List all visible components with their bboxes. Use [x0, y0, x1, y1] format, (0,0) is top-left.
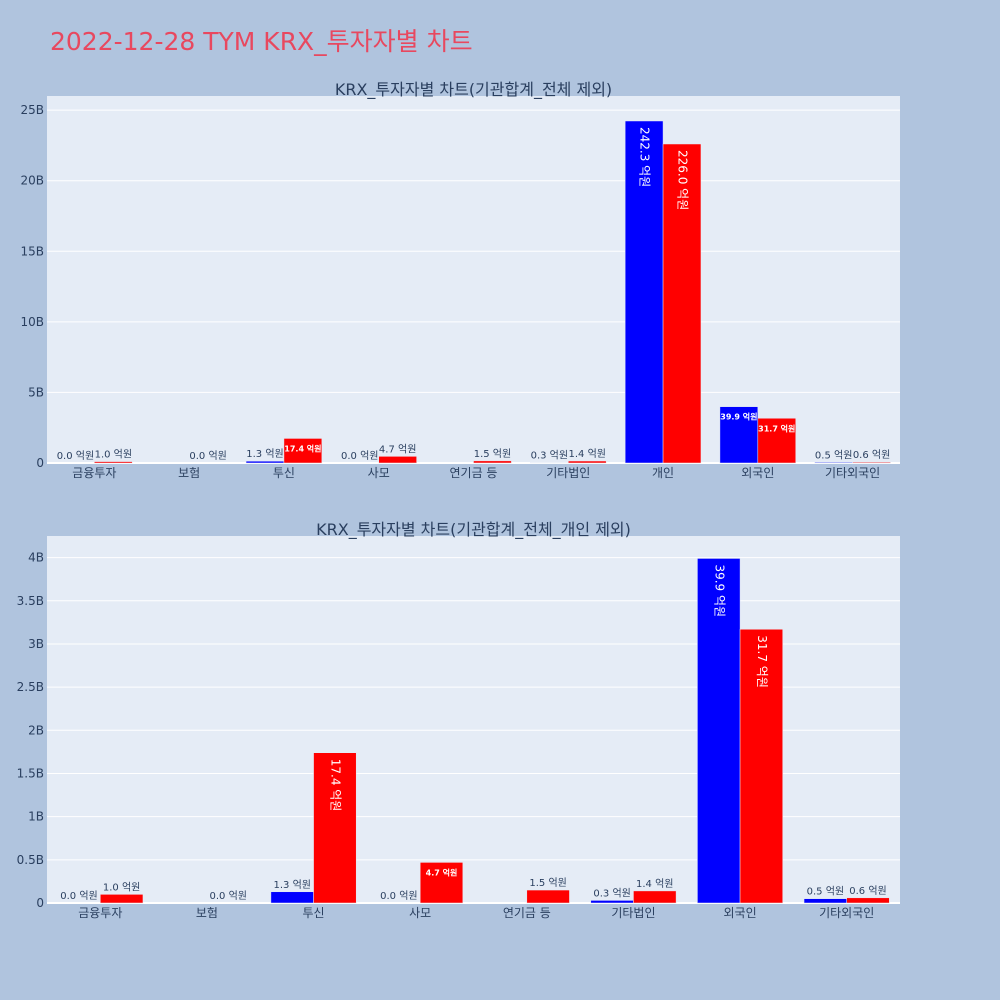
bar — [270, 891, 314, 904]
bar-data-label: 31.7 억원 — [755, 635, 769, 688]
bar-data-label: 0.0 억원 — [341, 450, 378, 462]
bar — [313, 752, 357, 904]
y-tick-label: 0 — [36, 456, 44, 470]
bar-data-label: 0.5 억원 — [807, 886, 844, 898]
bar-data-label: 1.0 억원 — [103, 881, 140, 893]
bar-data-label: 1.4 억원 — [636, 878, 673, 890]
bar-data-label: 1.4 억원 — [568, 448, 605, 460]
bar — [590, 900, 634, 904]
chart-title: KRX_투자자별 차트(기관합계_전체_개인 제외) — [316, 520, 631, 540]
x-tick-label: 사모 — [368, 466, 390, 480]
bar — [245, 460, 285, 464]
bar-data-label: 1.0 억원 — [95, 449, 132, 461]
bar-data-label: 1.3 억원 — [246, 448, 283, 460]
x-tick-label: 사모 — [409, 906, 431, 920]
bar — [757, 418, 796, 464]
y-tick-label: 3.5B — [17, 594, 44, 608]
bar-data-label: 39.9 억원 — [720, 412, 757, 422]
bar — [814, 462, 853, 464]
bar — [846, 897, 890, 904]
bar — [568, 460, 607, 464]
bar-data-label: 17.4 억원 — [328, 759, 342, 812]
bar — [803, 898, 847, 904]
bar-data-label: 0.3 억원 — [531, 450, 568, 462]
bar — [624, 120, 664, 464]
x-tick-label: 금융투자 — [72, 466, 116, 480]
x-tick-label: 투신 — [303, 906, 325, 920]
bar-data-label: 4.7 억원 — [426, 867, 458, 877]
y-tick-label: 4B — [28, 551, 44, 565]
bar-data-label: 0.5 억원 — [815, 449, 852, 461]
bar — [662, 143, 702, 464]
x-tick-label: 기타법인 — [546, 466, 590, 480]
y-tick-label: 20B — [20, 174, 44, 188]
bar-data-label: 1.3 억원 — [273, 879, 310, 891]
bar — [633, 890, 677, 904]
x-tick-label: 개인 — [652, 466, 674, 480]
page-title: 2022-12-28 TYM KRX_투자자별 차트 — [50, 27, 473, 56]
bar-data-label: 17.4 억원 — [284, 443, 321, 453]
y-tick-label: 1.5B — [17, 766, 44, 780]
x-tick-label: 금융투자 — [78, 906, 122, 920]
bar-data-label: 226.0 억원 — [676, 150, 690, 210]
bar-data-label: 1.5 억원 — [529, 877, 566, 889]
chart-1: 0 5B 10B 15B 20B 25B KRX_투자자별 차트(기관합계_전체 제외) 금융… — [20, 80, 900, 480]
bar-data-label: 0.0 억원 — [60, 890, 97, 902]
y-tick-label: 2.5B — [17, 680, 44, 694]
y-tick-label: 0 — [36, 896, 44, 910]
bar — [526, 889, 570, 904]
bar-data-label: 1.5 억원 — [474, 448, 511, 460]
x-tick-label: 기타법인 — [611, 906, 655, 920]
x-tick-label: 연기금 등 — [503, 906, 551, 920]
bar — [283, 438, 323, 464]
bar — [419, 862, 464, 904]
x-tick-label: 외국인 — [741, 466, 774, 480]
bar-data-label: 242.3 억원 — [638, 127, 652, 187]
bar-data-label: 0.6 억원 — [849, 885, 886, 897]
bar — [473, 460, 512, 464]
plot-area — [47, 96, 900, 463]
bar — [852, 461, 891, 464]
y-tick-label: 25B — [20, 103, 44, 117]
bar-data-label: 0.0 억원 — [210, 890, 247, 902]
bar — [100, 894, 144, 904]
bar — [378, 456, 417, 464]
bar-data-label: 4.7 억원 — [379, 443, 416, 455]
bar-data-label: 0.0 억원 — [189, 450, 226, 462]
bar — [739, 629, 783, 904]
bar-data-label: 0.3 억원 — [593, 887, 630, 899]
x-tick-label: 기타외국인 — [819, 906, 874, 920]
bar — [697, 558, 741, 904]
bar — [719, 406, 759, 464]
x-tick-label: 투신 — [273, 466, 295, 480]
chart-title: KRX_투자자별 차트(기관합계_전체 제외) — [335, 80, 612, 100]
bar-data-label: 39.9 억원 — [712, 564, 726, 617]
y-tick-label: 2B — [28, 723, 44, 737]
x-tick-label: 보험 — [196, 906, 218, 920]
bar-data-label: 0.6 억원 — [853, 449, 890, 461]
x-tick-label: 연기금 등 — [450, 466, 498, 480]
x-tick-label: 기타외국인 — [825, 466, 880, 480]
y-tick-label: 10B — [20, 315, 44, 329]
chart-2: 0 0.5B 1B 1.5B 2B 2.5B 3B 3.5B 4B KRX_투자자별 차트(기관합… — [17, 520, 900, 920]
y-tick-label: 3B — [28, 637, 44, 651]
y-tick-label: 0.5B — [17, 853, 44, 867]
bar-data-label: 0.0 억원 — [57, 450, 94, 462]
y-tick-label: 15B — [20, 244, 44, 258]
bar — [94, 461, 133, 464]
x-tick-label: 외국인 — [724, 906, 757, 920]
x-tick-label: 보험 — [178, 466, 200, 480]
bar-data-label: 0.0 억원 — [380, 890, 417, 902]
y-tick-label: 1B — [28, 810, 44, 824]
y-tick-label: 5B — [28, 385, 44, 399]
bar-data-label: 31.7 억원 — [758, 423, 795, 433]
